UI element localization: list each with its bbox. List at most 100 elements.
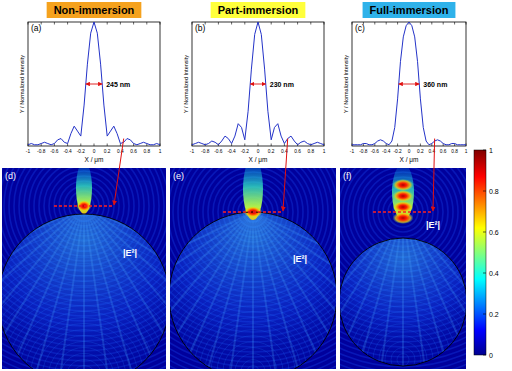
y-axis-label: Y / Normalized Intensity <box>19 55 25 113</box>
x-tick <box>120 22 121 25</box>
ray <box>253 212 336 369</box>
x-tick-label: 0.6 <box>294 149 301 154</box>
x-tick-label: 0 <box>93 149 96 154</box>
ripple <box>60 353 108 369</box>
data-group <box>28 22 160 145</box>
ripple <box>2 257 166 369</box>
field-label: |E²| <box>426 220 440 230</box>
ray <box>403 212 439 369</box>
ray <box>340 212 403 369</box>
ripple <box>349 306 457 369</box>
sphere-rays <box>2 203 166 369</box>
x-tick <box>397 144 398 147</box>
x-tick <box>28 22 29 25</box>
colorbar-tick <box>483 232 486 233</box>
ripple <box>241 360 265 369</box>
x-tick <box>271 144 272 147</box>
field-image <box>2 168 166 369</box>
field-label: |E²| <box>293 254 307 264</box>
ripple <box>340 204 466 369</box>
sphere-outline <box>340 238 466 366</box>
ripple <box>170 270 336 369</box>
x-tick <box>107 22 108 25</box>
x-tick <box>94 144 95 147</box>
header-box <box>47 2 142 18</box>
ripple <box>205 324 301 369</box>
ripple <box>2 251 166 369</box>
ripple <box>340 282 466 369</box>
x-tick-label: -0.4 <box>382 149 391 154</box>
ripple <box>18 311 150 369</box>
x-tick <box>386 22 387 25</box>
colorbar-tick <box>483 314 486 315</box>
ripple <box>373 330 433 369</box>
ripple <box>340 192 466 369</box>
fwhm-label: 230 nm <box>270 81 294 88</box>
x-tick <box>409 144 410 147</box>
x-tick-label: -0.8 <box>37 149 46 154</box>
field-image <box>170 168 336 369</box>
focus-jet <box>76 168 92 214</box>
intensity-line <box>28 22 160 145</box>
ripple <box>170 228 336 369</box>
ripple <box>340 240 466 369</box>
ray <box>253 212 336 369</box>
ripple <box>368 177 438 247</box>
panel-label: (b) <box>195 23 206 33</box>
ripple <box>340 216 466 369</box>
fwhm-arrow <box>250 84 266 85</box>
header-title: Part-immersion <box>218 4 299 16</box>
ray <box>252 212 254 369</box>
field-panel: (f) |E²| <box>169 0 512 371</box>
ripple <box>72 365 96 369</box>
ripple <box>211 330 295 369</box>
ripple <box>175 294 331 369</box>
plot-frame <box>352 22 466 146</box>
focus-line <box>373 211 433 212</box>
data-group <box>352 22 466 145</box>
ray <box>403 212 466 369</box>
ripple <box>54 347 114 369</box>
panel-label: (f) <box>343 171 352 181</box>
field-panel: (e)|E²| <box>19 0 486 371</box>
ripple <box>2 239 166 369</box>
ray <box>403 212 466 369</box>
ripple <box>6 299 162 369</box>
x-tick-label: 0.6 <box>130 149 137 154</box>
x-tick <box>146 22 147 25</box>
focus-line <box>54 205 114 206</box>
ripple <box>2 203 166 369</box>
header-box <box>363 2 456 18</box>
ripple <box>340 246 466 369</box>
x-tick-label: -0.8 <box>201 149 210 154</box>
ripple <box>340 222 466 369</box>
field-label: |E²| <box>123 248 137 258</box>
ripple <box>170 198 336 369</box>
x-tick <box>271 22 272 25</box>
y-axis-label: Y / Normalized Intensity <box>343 55 349 113</box>
x-tick <box>244 22 245 25</box>
ripple <box>170 204 336 369</box>
x-tick <box>107 144 108 147</box>
colorbar-tick-label: 0.8 <box>489 188 499 195</box>
x-tick <box>284 22 285 25</box>
hot-spot <box>393 201 414 213</box>
ripple <box>235 354 271 369</box>
ripple <box>340 234 466 369</box>
x-tick <box>454 22 455 25</box>
x-tick <box>258 144 259 147</box>
ripple <box>170 252 336 369</box>
ripple <box>2 221 166 369</box>
sphere-outline <box>170 212 336 369</box>
colorbar-tick-label: 1 <box>489 147 493 154</box>
ripple <box>2 233 166 369</box>
colorbar-tick <box>483 150 486 151</box>
intensity-line <box>192 22 324 145</box>
ripple <box>187 306 319 369</box>
figure: Non-immersion-1-0.8-0.6-0.4-0.200.20.40.… <box>0 0 512 371</box>
ripple <box>373 182 433 242</box>
ray <box>403 212 466 369</box>
ray <box>340 212 403 369</box>
sphere-rays <box>170 198 336 369</box>
ripple <box>343 300 463 369</box>
